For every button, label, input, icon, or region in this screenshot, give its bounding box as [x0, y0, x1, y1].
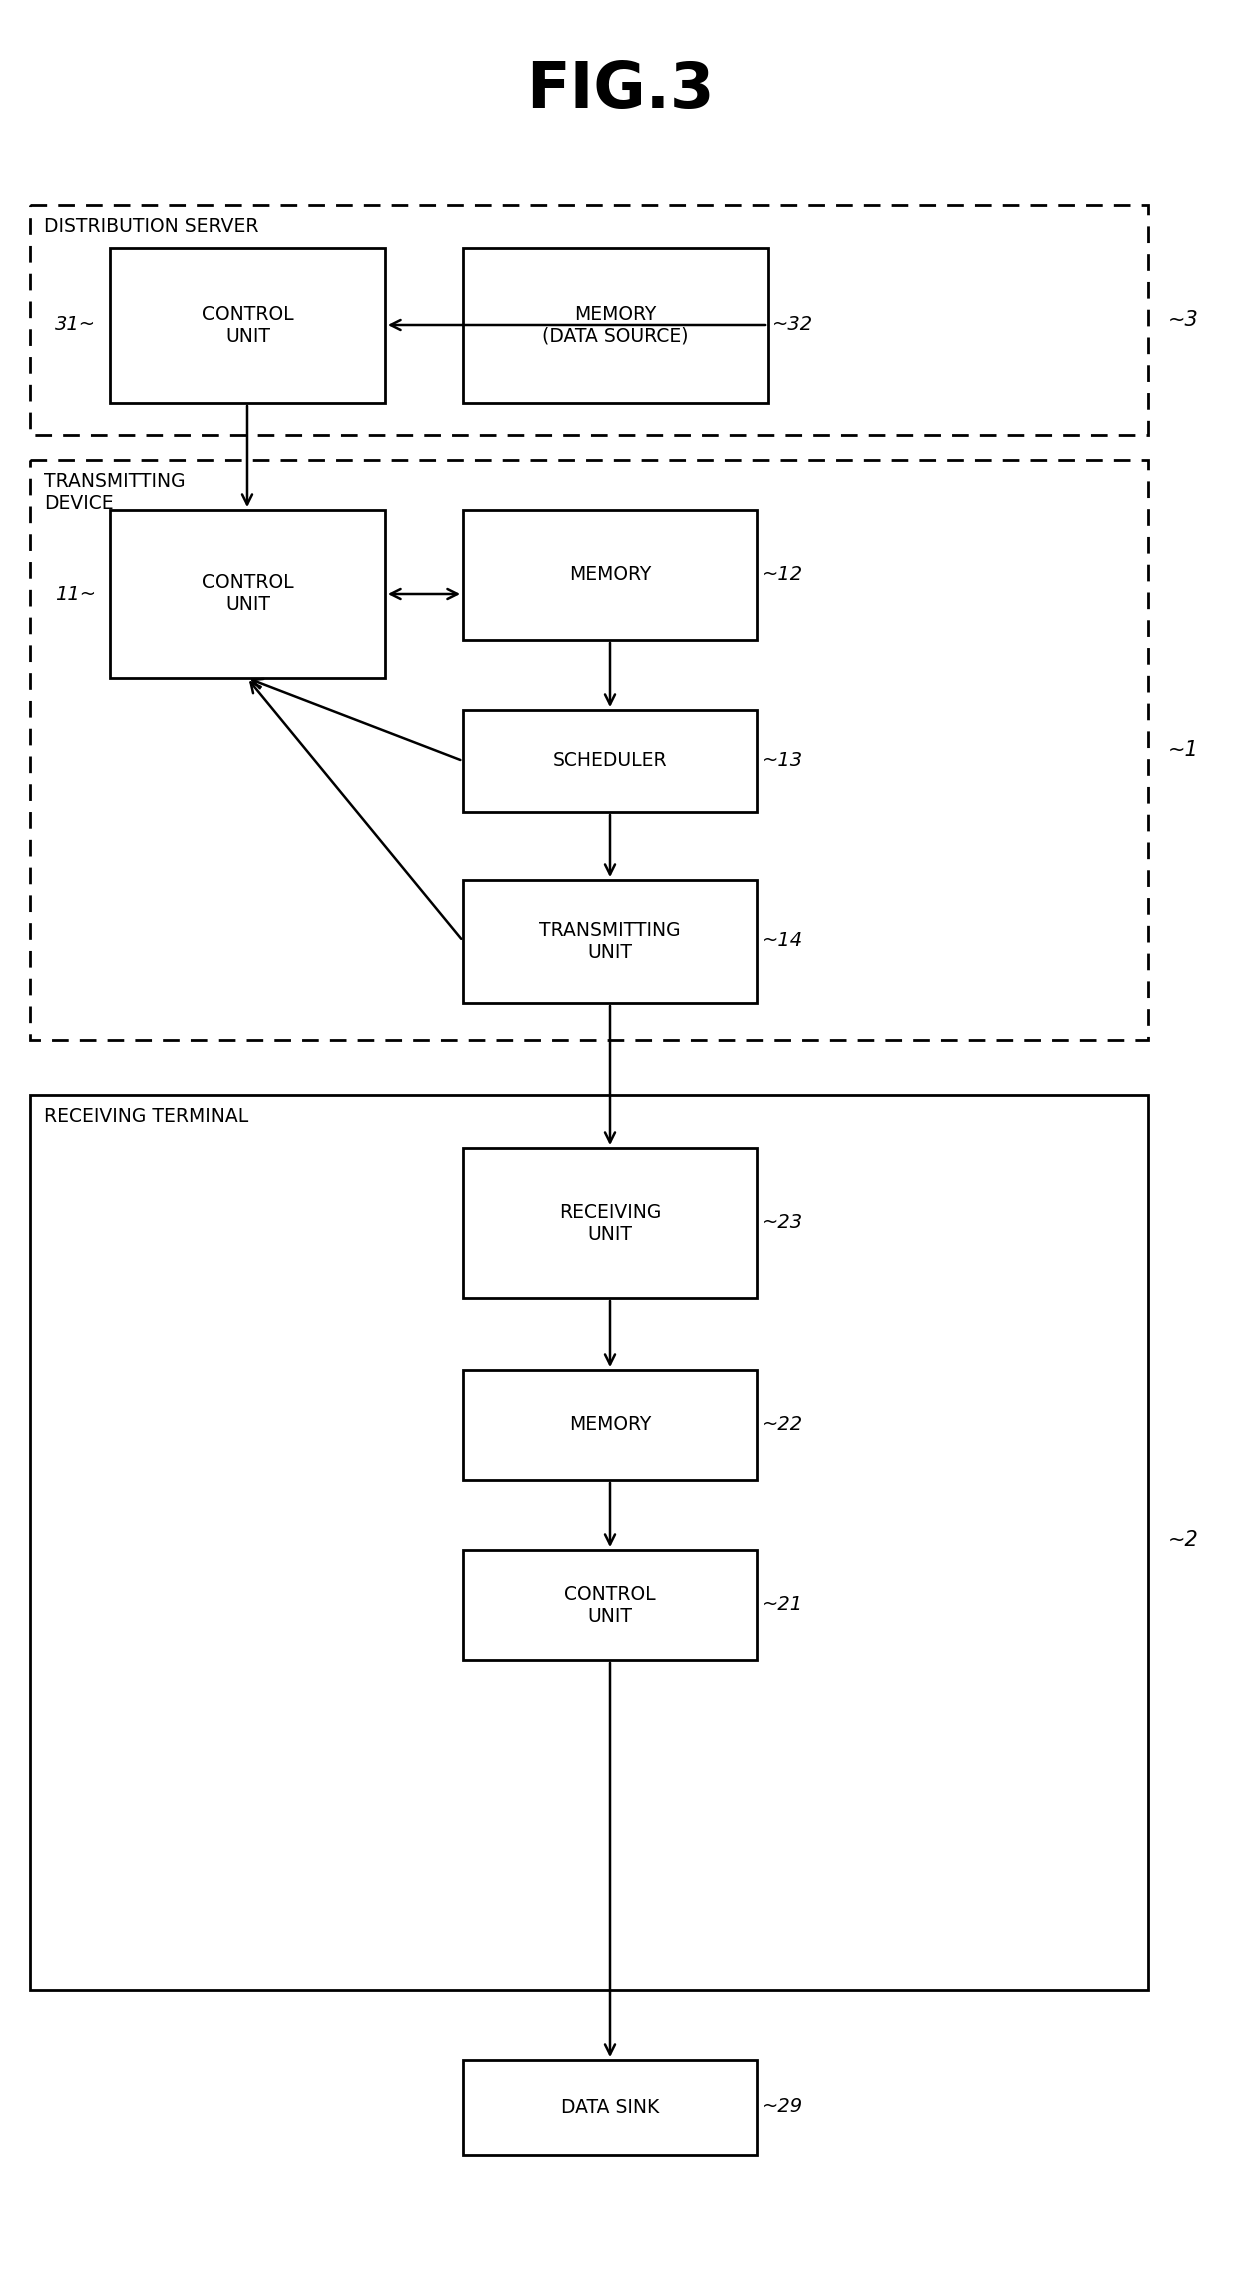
Text: ~13: ~13 [763, 752, 804, 770]
Bar [463, 510, 756, 640]
Text: ~21: ~21 [763, 1595, 804, 1615]
Bar [110, 248, 384, 403]
Text: ~12: ~12 [763, 565, 804, 585]
Bar [110, 510, 384, 679]
Text: CONTROL
UNIT: CONTROL UNIT [564, 1585, 656, 1626]
Text: DISTRIBUTION SERVER: DISTRIBUTION SERVER [43, 216, 258, 237]
Text: SCHEDULER: SCHEDULER [553, 752, 667, 770]
Text: TRANSMITTING
UNIT: TRANSMITTING UNIT [539, 920, 681, 961]
Text: MEMORY: MEMORY [569, 1415, 651, 1435]
Text: MEMORY
(DATA SOURCE): MEMORY (DATA SOURCE) [542, 305, 688, 346]
Text: CONTROL
UNIT: CONTROL UNIT [202, 574, 294, 615]
Bar [463, 2059, 756, 2155]
Text: ~32: ~32 [773, 314, 813, 335]
Text: FIG.3: FIG.3 [526, 59, 714, 121]
Text: 31~: 31~ [55, 314, 97, 335]
Text: 11~: 11~ [55, 585, 97, 604]
Bar [463, 879, 756, 1002]
Text: MEMORY: MEMORY [569, 565, 651, 585]
Bar [30, 460, 1148, 1041]
Text: ~29: ~29 [763, 2098, 804, 2116]
Bar [30, 1096, 1148, 1991]
Bar [30, 205, 1148, 435]
Text: ~22: ~22 [763, 1415, 804, 1435]
Text: RECEIVING
UNIT: RECEIVING UNIT [559, 1203, 661, 1244]
Bar [463, 1369, 756, 1481]
Bar [463, 1148, 756, 1298]
Text: ~14: ~14 [763, 932, 804, 950]
Text: TRANSMITTING
DEVICE: TRANSMITTING DEVICE [43, 472, 186, 513]
Text: ~3: ~3 [1168, 310, 1199, 330]
Text: DATA SINK: DATA SINK [560, 2098, 660, 2116]
Text: CONTROL
UNIT: CONTROL UNIT [202, 305, 294, 346]
Text: ~23: ~23 [763, 1214, 804, 1232]
Text: ~2: ~2 [1168, 1531, 1199, 1549]
Text: RECEIVING TERMINAL: RECEIVING TERMINAL [43, 1107, 248, 1125]
Bar [463, 1549, 756, 1661]
Bar [463, 711, 756, 811]
Text: ~1: ~1 [1168, 740, 1199, 761]
Bar [463, 248, 768, 403]
